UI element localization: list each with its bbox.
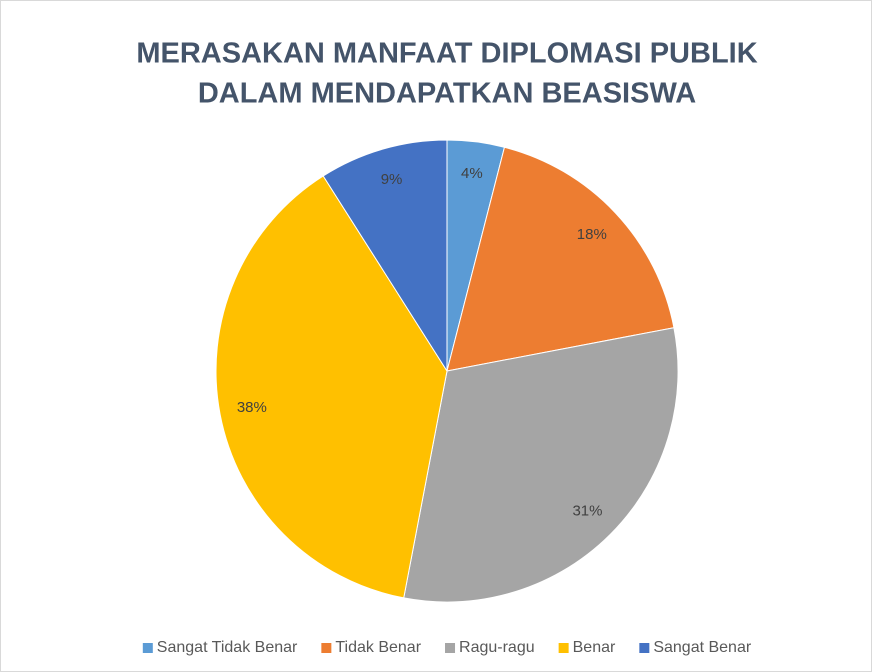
pie-slice — [215, 175, 448, 599]
data-label: 31% — [572, 502, 602, 519]
chart-title: MERASAKAN MANFAAT DIPLOMASI PUBLIK — [136, 38, 757, 70]
legend-swatch — [639, 643, 650, 653]
data-label: 38% — [237, 399, 267, 416]
data-label: 4% — [461, 165, 483, 182]
legend-swatch — [321, 643, 332, 653]
legend-swatch — [558, 643, 569, 653]
legend-label: Tidak Benar — [335, 639, 421, 656]
pie-slice — [322, 139, 448, 373]
data-label: 18% — [577, 226, 607, 243]
legend-swatch — [445, 643, 456, 653]
legend-label: Benar — [573, 639, 616, 656]
legend-label: Sangat Benar — [653, 639, 752, 656]
legend-label: Ragu-ragu — [459, 639, 535, 656]
data-label: 9% — [381, 171, 403, 188]
chart-title: DALAM MENDAPATKAN BEASISWA — [198, 78, 696, 110]
legend-label: Sangat Tidak Benar — [157, 639, 298, 656]
pie-slice — [446, 146, 675, 372]
pie-slice — [403, 327, 679, 603]
legend-swatch — [142, 643, 153, 653]
